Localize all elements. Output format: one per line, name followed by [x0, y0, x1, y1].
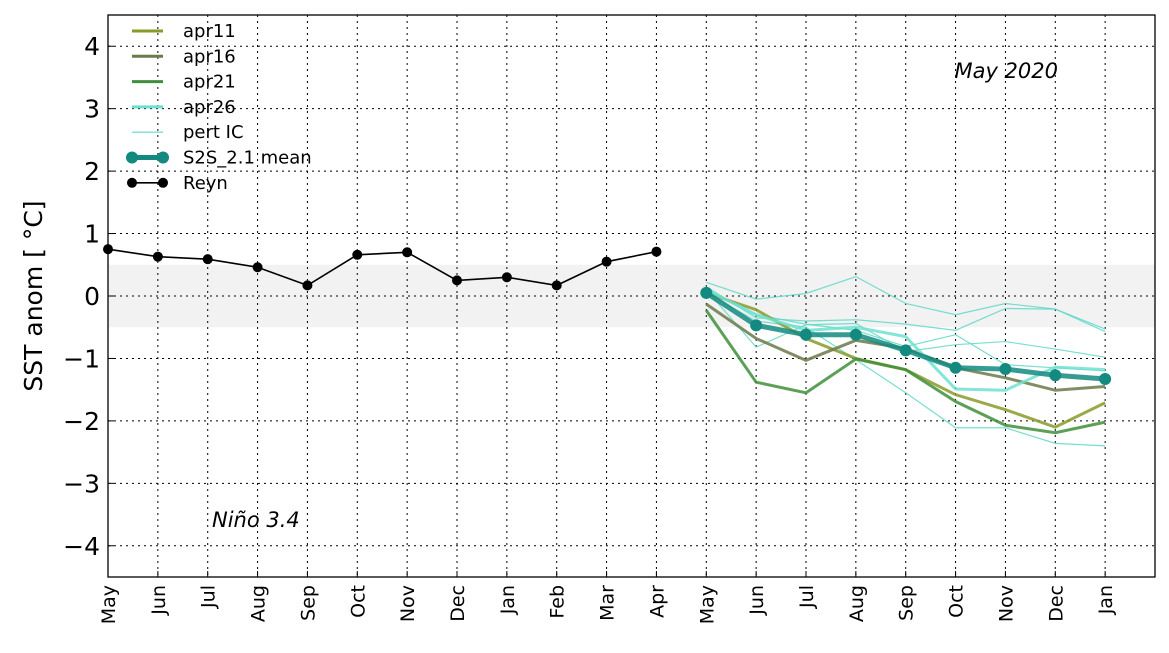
x-tick-label: Feb	[547, 585, 569, 619]
ticks: −4 −3 −2 −1 0 1 2 3 4 May Jun Jul Aug Sep Oct Nov Dec Jan…	[63, 32, 1117, 624]
reyn-line	[107, 248, 657, 287]
data-point	[501, 272, 512, 283]
data-point	[999, 363, 1012, 376]
pert-ic-line	[705, 292, 1106, 447]
data-point	[899, 344, 912, 357]
annotation-date: May 2020	[954, 59, 1058, 83]
x-tick-label: May	[696, 585, 718, 624]
data-point	[352, 249, 363, 260]
y-tick-label: −3	[63, 469, 100, 498]
pert-ic-line	[706, 275, 1106, 333]
series-lines	[103, 244, 1112, 447]
data-point	[452, 275, 462, 286]
x-tick-label: Jan	[497, 585, 519, 615]
x-tick-label: Dec	[1045, 585, 1067, 622]
x-tick-label: Jun	[746, 585, 768, 616]
legend-label: S2S_2.1 mean	[183, 148, 312, 169]
data-point	[849, 328, 862, 341]
legend-marker	[157, 151, 169, 164]
legend: apr11 apr16 apr21 apr26 pert IC S2S_2.1 mean R…	[126, 21, 312, 194]
x-tick-label: Nov	[995, 585, 1017, 622]
y-tick-label: 0	[84, 282, 100, 311]
x-tick-label: Jun	[148, 585, 170, 616]
data-point	[202, 254, 213, 265]
legend-label: apr21	[183, 72, 236, 93]
x-tick-label: May	[98, 585, 120, 624]
x-tick-label: Dec	[447, 585, 469, 622]
data-point	[551, 280, 562, 291]
legend-marker	[126, 151, 138, 164]
y-tick-label: 3	[84, 95, 100, 124]
x-tick-label: Oct	[347, 585, 369, 618]
legend-label: apr26	[183, 97, 236, 118]
x-tick-label: Sep	[896, 585, 918, 621]
annotation-region: Niño 3.4	[212, 508, 300, 532]
x-tick-label: Aug	[846, 585, 868, 622]
x-tick-label: Jul	[198, 585, 220, 609]
y-tick-label: −2	[63, 407, 100, 436]
y-tick-label: 4	[84, 32, 100, 61]
y-tick-label: 1	[84, 220, 100, 249]
x-tick-label: Nov	[397, 585, 419, 622]
legend-label: Reyn	[183, 173, 228, 194]
data-point	[302, 280, 313, 291]
data-point	[800, 328, 812, 341]
data-point	[252, 262, 263, 273]
legend-marker	[127, 177, 137, 188]
y-tick-label: −1	[63, 344, 100, 373]
data-point	[750, 319, 763, 332]
data-point	[700, 286, 713, 299]
legend-label: apr11	[183, 21, 236, 42]
legend-marker	[158, 177, 168, 188]
x-tick-label: Jan	[1095, 585, 1117, 615]
data-point	[1049, 369, 1062, 382]
x-tick-label: Apr	[646, 585, 668, 618]
legend-label: apr16	[183, 46, 236, 67]
data-point	[152, 251, 163, 262]
grid	[107, 15, 1155, 577]
data-point	[601, 256, 612, 267]
y-tick-label: 2	[84, 157, 100, 186]
y-tick-label: −4	[63, 532, 100, 561]
data-point	[949, 361, 962, 374]
x-tick-label: Jul	[796, 585, 818, 609]
x-tick-label: Oct	[946, 585, 968, 618]
data-point	[1099, 373, 1112, 386]
apr21-line	[705, 309, 1106, 435]
y-axis-label: SST anom [ °C]	[19, 200, 48, 391]
data-point	[651, 246, 662, 257]
x-tick-label: Sep	[297, 585, 319, 621]
legend-label: pert IC	[183, 122, 244, 143]
x-tick-label: Mar	[597, 585, 619, 621]
x-tick-label: Aug	[248, 585, 270, 622]
data-point	[402, 247, 413, 258]
